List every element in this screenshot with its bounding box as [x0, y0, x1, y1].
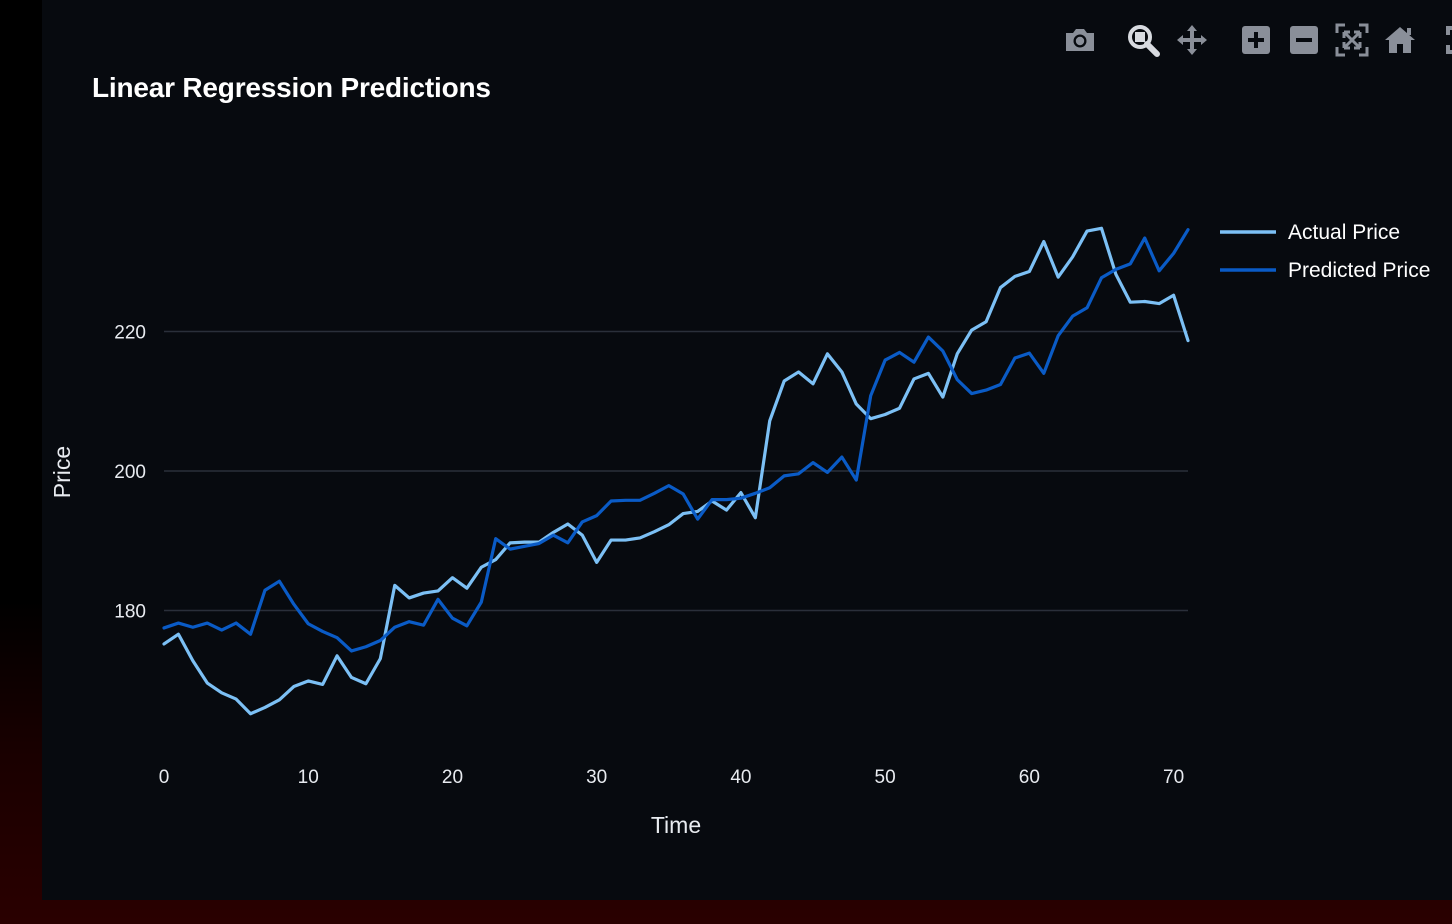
y-tick-label: 180: [114, 602, 146, 623]
x-tick-label: 20: [442, 767, 463, 788]
legend-label: Predicted Price: [1288, 259, 1430, 282]
pan-button[interactable]: [1174, 22, 1210, 58]
x-tick-label: 40: [730, 767, 751, 788]
y-tick-label: 220: [114, 323, 146, 344]
series-line-predicted-price[interactable]: [162, 228, 1190, 653]
grid-lines: [164, 330, 1188, 612]
zoom-icon: [1128, 25, 1160, 57]
autoscale-icon: [1335, 23, 1369, 57]
chart-title: Linear Regression Predictions: [92, 72, 491, 103]
series-lines: [162, 226, 1190, 716]
zoom-button[interactable]: [1125, 22, 1161, 58]
zoom-in-button[interactable]: [1238, 22, 1274, 58]
x-axis-title: Time: [651, 812, 701, 838]
download-plot-button[interactable]: [1062, 22, 1098, 58]
zoom-in-icon: [1242, 26, 1270, 54]
fullscreen-button[interactable]: [1442, 22, 1452, 58]
x-tick-label: 70: [1163, 767, 1184, 788]
legend: Actual Price Predicted Price: [1220, 221, 1430, 282]
series-line-actual-price[interactable]: [162, 226, 1190, 716]
y-tick-label: 200: [114, 462, 146, 483]
x-tick-label: 0: [159, 767, 170, 788]
zoom-out-icon: [1290, 26, 1318, 54]
y-axis-ticks: 180 200 220: [114, 323, 146, 623]
pan-icon: [1177, 25, 1207, 55]
camera-icon: [1066, 29, 1094, 51]
chart-panel: Linear Regression Predictions: [42, 0, 1452, 900]
y-axis-title: Price: [49, 446, 75, 498]
x-tick-label: 60: [1019, 767, 1040, 788]
fullscreen-icon: [1446, 26, 1452, 54]
home-icon: [1385, 27, 1415, 53]
zoom-out-button[interactable]: [1286, 22, 1322, 58]
reset-axes-button[interactable]: [1382, 22, 1418, 58]
x-tick-label: 10: [298, 767, 319, 788]
autoscale-button[interactable]: [1334, 22, 1370, 58]
legend-item[interactable]: Actual Price: [1220, 221, 1400, 244]
legend-item[interactable]: Predicted Price: [1220, 259, 1430, 282]
x-tick-label: 30: [586, 767, 607, 788]
x-axis-ticks: 0 10 20 30 40 50 60 70: [159, 767, 1184, 788]
legend-label: Actual Price: [1288, 221, 1400, 244]
x-tick-label: 50: [875, 767, 896, 788]
